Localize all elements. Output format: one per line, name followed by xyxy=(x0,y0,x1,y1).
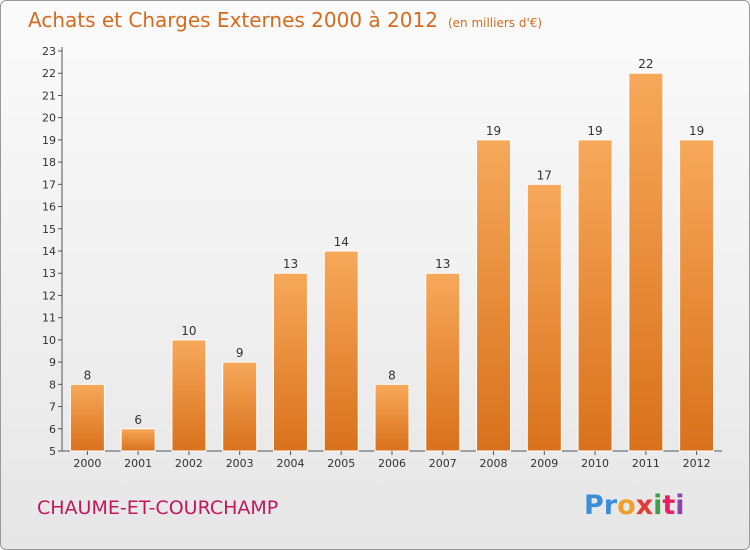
chart-unit: (en milliers d'€) xyxy=(447,16,543,30)
bar-2007 xyxy=(425,272,461,452)
data-label-2005: 14 xyxy=(334,235,349,249)
y-tick-label-7: 7 xyxy=(49,401,56,414)
x-tick-label-2006: 2006 xyxy=(378,457,406,470)
y-tick-label-16: 16 xyxy=(42,201,56,214)
x-tick-label-2001: 2001 xyxy=(124,457,152,470)
data-label-2002: 10 xyxy=(181,324,196,338)
y-tick-label-9: 9 xyxy=(49,356,56,369)
x-tick-label-2004: 2004 xyxy=(276,457,304,470)
x-tick-label-2000: 2000 xyxy=(73,457,101,470)
bar-2011 xyxy=(628,72,664,452)
x-tick-label-2002: 2002 xyxy=(175,457,203,470)
y-tick-label-13: 13 xyxy=(42,267,56,280)
data-label-2012: 19 xyxy=(689,124,704,138)
x-tick-label-2009: 2009 xyxy=(530,457,558,470)
bar-2012 xyxy=(679,139,715,452)
chart-title: Achats et Charges Externes 2000 à 2012 (e… xyxy=(28,8,542,32)
bar-2006 xyxy=(374,383,410,452)
y-tick-label-20: 20 xyxy=(42,112,56,125)
y-tick-label-21: 21 xyxy=(42,89,56,102)
bar-2005 xyxy=(323,250,359,452)
logo-letter-4: i xyxy=(653,490,663,521)
logo-letter-0: P xyxy=(584,490,604,521)
y-tick-label-19: 19 xyxy=(42,134,56,147)
y-tick-label-23: 23 xyxy=(42,45,56,58)
y-tick-label-15: 15 xyxy=(42,223,56,236)
data-label-2003: 9 xyxy=(236,346,244,360)
bar-2010 xyxy=(577,139,613,452)
logo-letter-1: r xyxy=(603,490,618,521)
x-tick-label-2005: 2005 xyxy=(327,457,355,470)
commune-name: CHAUME-ET-COURCHAMP xyxy=(37,497,279,519)
data-label-2006: 8 xyxy=(388,368,396,382)
logo-letter-3: x xyxy=(635,490,654,521)
data-label-2009: 17 xyxy=(537,168,552,182)
chart-title-text: Achats et Charges Externes 2000 à 2012 xyxy=(28,8,438,32)
data-label-2011: 22 xyxy=(638,57,653,71)
y-tick-label-8: 8 xyxy=(49,378,56,391)
y-tick-label-17: 17 xyxy=(42,178,56,191)
bar-2003 xyxy=(222,361,258,452)
bar-2004 xyxy=(272,272,308,452)
logo-letter-5: t xyxy=(662,490,676,521)
bar-2002 xyxy=(171,339,207,452)
y-tick-label-18: 18 xyxy=(42,156,56,169)
x-tick-label-2008: 2008 xyxy=(480,457,508,470)
data-label-2000: 8 xyxy=(84,368,92,382)
y-tick-label-11: 11 xyxy=(42,312,56,325)
x-tick-label-2012: 2012 xyxy=(683,457,711,470)
x-tick-label-2007: 2007 xyxy=(429,457,457,470)
data-label-2008: 19 xyxy=(486,124,501,138)
data-label-2010: 19 xyxy=(587,124,602,138)
y-tick-label-10: 10 xyxy=(42,334,56,347)
y-tick-label-12: 12 xyxy=(42,289,56,302)
y-tick-label-5: 5 xyxy=(49,445,56,458)
y-tick-label-14: 14 xyxy=(42,245,56,258)
bar-2009 xyxy=(526,183,562,452)
x-tick-label-2010: 2010 xyxy=(581,457,609,470)
logo-letter-2: o xyxy=(617,490,636,521)
data-label-2007: 13 xyxy=(435,257,450,271)
bar-2008 xyxy=(476,139,512,452)
logo-letter-6: i xyxy=(675,490,685,521)
plot-area: 5 6 7 8 9 10 11 12 13 14 15 16 17 18 19 20 21 22 23 2000 8 20… xyxy=(42,45,722,470)
x-tick-label-2003: 2003 xyxy=(226,457,254,470)
y-tick-label-22: 22 xyxy=(42,67,56,80)
x-tick-label-2011: 2011 xyxy=(632,457,660,470)
proxiti-logo: Proxiti xyxy=(584,490,685,521)
y-tick-label-6: 6 xyxy=(49,423,56,436)
data-label-2004: 13 xyxy=(283,257,298,271)
data-label-2001: 6 xyxy=(134,413,142,427)
bar-2001 xyxy=(120,428,156,452)
bar-2000 xyxy=(69,383,105,452)
